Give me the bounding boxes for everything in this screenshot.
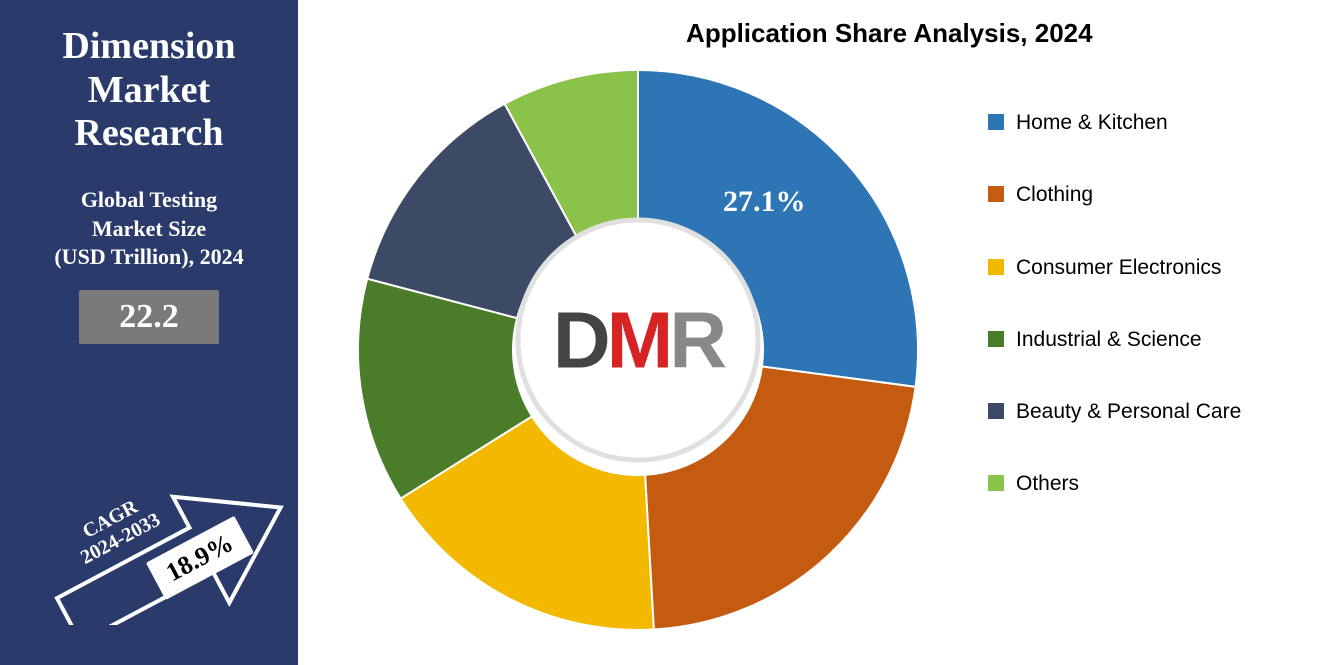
cagr-arrow: CAGR 2024-2033 18.9% bbox=[30, 445, 310, 625]
brand-title: Dimension Market Research bbox=[62, 25, 235, 156]
brand-line: Research bbox=[62, 112, 235, 156]
legend-label: Beauty & Personal Care bbox=[1016, 399, 1241, 425]
legend-swatch bbox=[988, 331, 1004, 347]
legend-item: Industrial & Science bbox=[988, 327, 1288, 353]
logo-r: R bbox=[669, 295, 723, 384]
donut-chart: DMR 27.1% bbox=[328, 30, 948, 650]
legend-item: Home & Kitchen bbox=[988, 110, 1288, 136]
legend-item: Consumer Electronics bbox=[988, 255, 1288, 281]
legend-label: Industrial & Science bbox=[1016, 327, 1202, 353]
market-value-box: 22.2 bbox=[79, 290, 219, 344]
dmr-logo: DMR bbox=[553, 294, 723, 386]
legend-swatch bbox=[988, 114, 1004, 130]
subtitle-line: Market Size bbox=[54, 215, 243, 244]
subtitle-line: (USD Trillion), 2024 bbox=[54, 243, 243, 272]
logo-m: M bbox=[607, 295, 670, 384]
legend-label: Home & Kitchen bbox=[1016, 110, 1168, 136]
brand-line: Market bbox=[62, 69, 235, 113]
right-panel: Application Share Analysis, 2024 DMR 27.… bbox=[298, 0, 1318, 665]
center-logo-circle: DMR bbox=[516, 218, 761, 463]
legend-item: Others bbox=[988, 471, 1288, 497]
subtitle-line: Global Testing bbox=[54, 186, 243, 215]
market-subtitle: Global Testing Market Size (USD Trillion… bbox=[54, 186, 243, 272]
legend-swatch bbox=[988, 475, 1004, 491]
slice-percent-label: 27.1% bbox=[723, 185, 806, 219]
legend-swatch bbox=[988, 403, 1004, 419]
brand-line: Dimension bbox=[62, 25, 235, 69]
market-value: 22.2 bbox=[119, 298, 179, 335]
legend-label: Clothing bbox=[1016, 182, 1093, 208]
legend-item: Beauty & Personal Care bbox=[988, 399, 1288, 425]
legend-swatch bbox=[988, 186, 1004, 202]
legend-item: Clothing bbox=[988, 182, 1288, 208]
legend-label: Others bbox=[1016, 471, 1079, 497]
legend-label: Consumer Electronics bbox=[1016, 255, 1221, 281]
logo-d: D bbox=[553, 295, 607, 384]
chart-legend: Home & Kitchen Clothing Consumer Electroni… bbox=[988, 110, 1288, 645]
left-panel: Dimension Market Research Global Testing… bbox=[0, 0, 298, 665]
legend-swatch bbox=[988, 259, 1004, 275]
